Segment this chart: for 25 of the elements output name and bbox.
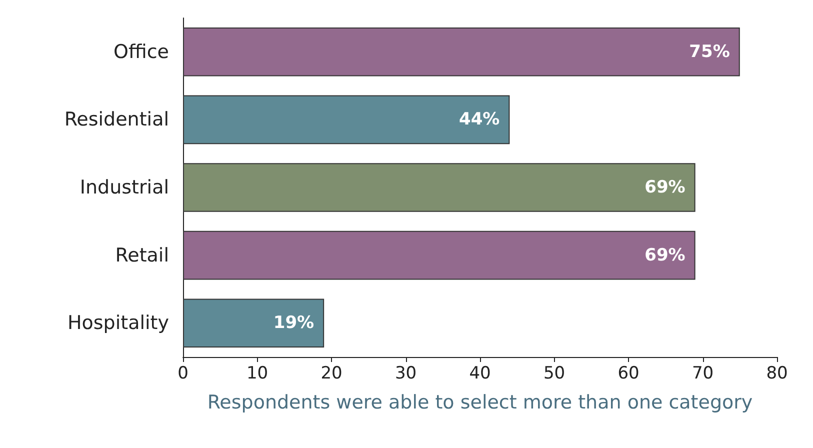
x-tick-label: 60	[618, 364, 640, 384]
x-tick-label: 50	[543, 364, 566, 384]
data-label: 69%	[644, 245, 686, 266]
bar	[183, 27, 740, 76]
bar	[183, 95, 510, 144]
bar	[183, 298, 324, 348]
y-tick-label: Hospitality	[68, 312, 169, 334]
x-tick-label: 10	[246, 364, 268, 384]
x-tick-label: 80	[766, 364, 788, 384]
bar	[183, 163, 696, 212]
data-label: 44%	[458, 110, 500, 130]
bar	[183, 230, 696, 280]
data-label: 69%	[644, 178, 686, 198]
y-tick-label: Office	[114, 40, 169, 63]
x-tick-label: 40	[469, 364, 491, 384]
data-label: 19%	[273, 313, 314, 334]
x-tick-label: 70	[692, 364, 714, 384]
y-tick-label: Residential	[64, 108, 169, 131]
data-label: 75%	[689, 42, 730, 62]
x-axis-title: Respondents were able to select more than one category	[207, 392, 753, 414]
x-tick-label: 20	[320, 364, 342, 384]
x-tick-label: 0	[178, 364, 188, 384]
y-tick-label: Retail	[115, 244, 169, 266]
y-tick-label: Industrial	[80, 176, 169, 198]
x-tick-label: 30	[394, 364, 417, 384]
